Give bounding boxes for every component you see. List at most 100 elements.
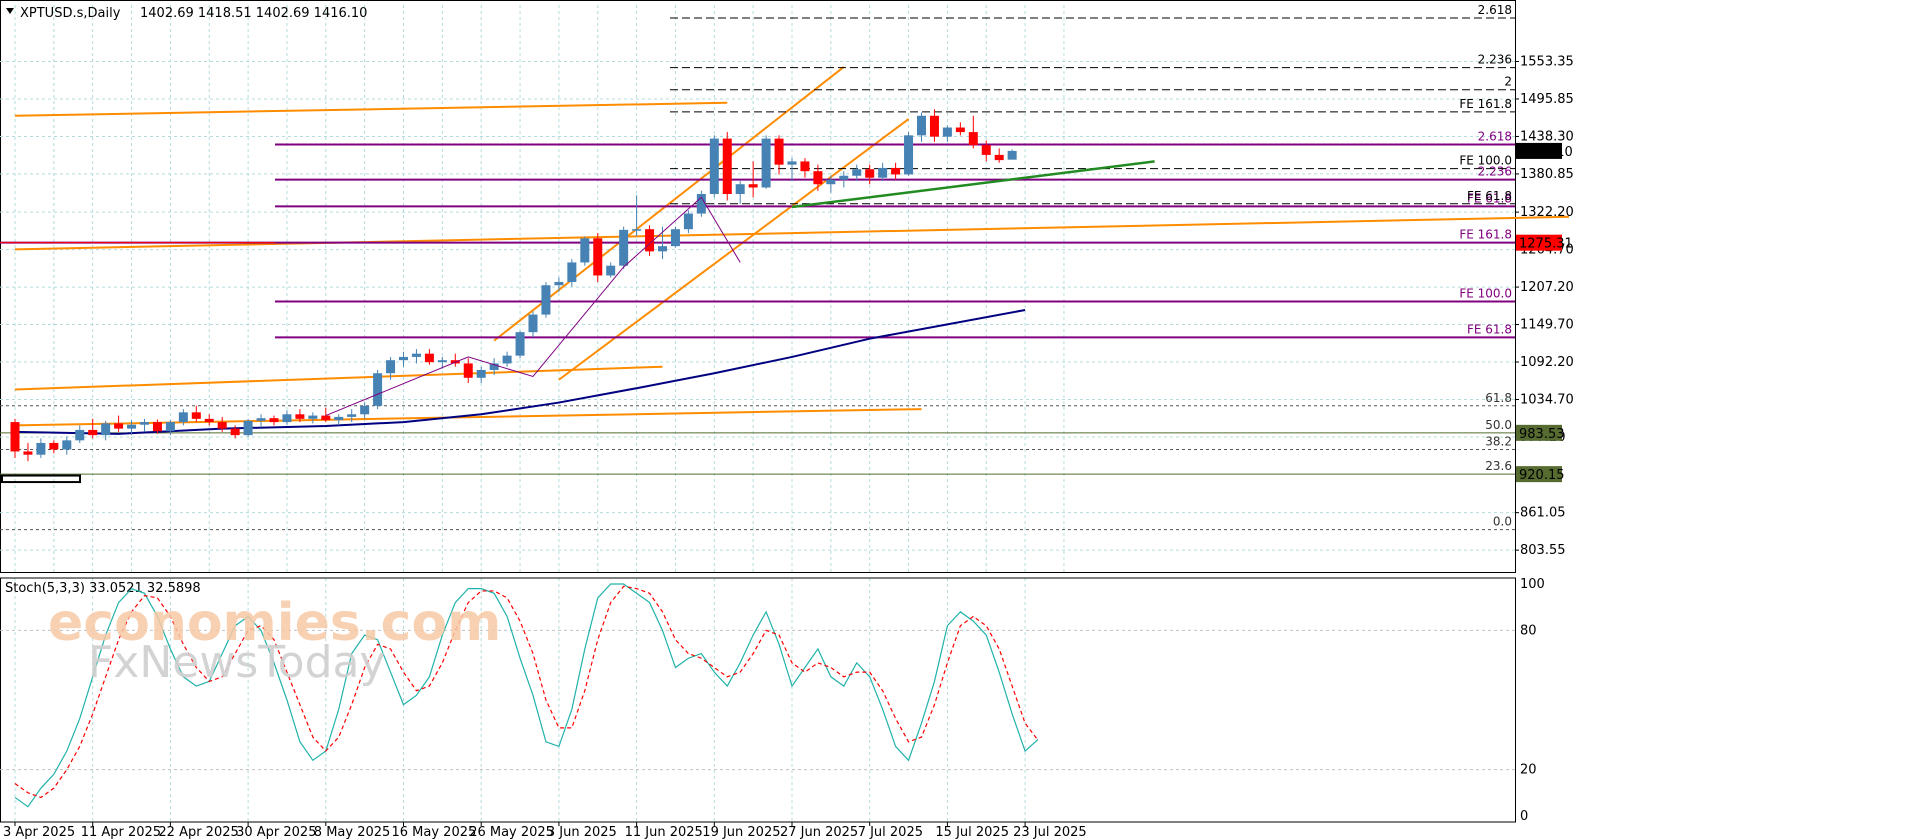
candle-body [658,246,667,252]
channel-line [493,66,845,342]
x-tick-label: 3 Jun 2025 [547,825,617,840]
fib-label: FE 161.8 [1459,228,1512,242]
candle-body [528,314,538,333]
stoch-signal-line [14,585,1039,799]
candle-body [813,171,823,185]
candle-body [256,418,266,421]
candle-body [217,422,227,429]
channel-line [14,408,922,427]
candle-body [152,422,162,432]
candle-body [929,115,939,137]
candle-body [774,138,784,165]
candle-body [917,115,926,136]
x-tick-label: 19 Jun 2025 [702,825,780,840]
fib-label: 23.6 [1485,459,1512,473]
candle-body [101,423,111,436]
candle-body [981,145,991,155]
candle-body [360,405,370,415]
candle-body [696,194,706,214]
stoch-level-label: 80 [1520,623,1537,638]
candle-body [748,184,758,188]
price-label-bg [1516,424,1562,441]
zigzag-line [325,196,741,417]
candle-body [554,281,564,286]
candle-body [735,184,745,194]
candle-body [36,442,46,455]
channel-line [14,215,1570,251]
candle-body [282,414,292,423]
candle-body [839,175,849,180]
stoch-border [0,577,1516,823]
header-ohlc: 1402.69 1418.51 1402.69 1416.10 [140,6,367,21]
x-tick-label: 30 Apr 2025 [236,825,316,840]
candle-body [399,356,408,361]
candle-body [334,416,344,421]
fib-label: 0.0 [1493,515,1512,529]
axes: 1553.351495.851438.301380.851322.201264.… [3,54,1574,840]
y-tick-label: 1553.35 [1520,54,1574,69]
candle-body [852,169,862,176]
candle-body [62,440,72,450]
x-tick-label: 22 Apr 2025 [158,825,238,840]
y-tick-label: 803.55 [1520,543,1566,558]
fib-label: 61.8 [1485,391,1512,405]
watermark-economies: economies.com [48,593,501,653]
candle-body [114,423,124,429]
price-label-bg [1516,142,1562,159]
stoch-level-label: 100 [1520,577,1545,592]
fe-top-label: 2.236 [1478,53,1512,67]
watermark-fxnewstoday: FxNewsToday [88,637,386,688]
candle-body [968,132,978,146]
fe-top-label: 2 [1504,75,1512,89]
candle-body [826,179,836,185]
header-dropdown-icon[interactable] [6,8,14,14]
fe-top-label: FE 100.0 [1459,154,1512,168]
fib-label: 2.618 [1478,129,1512,143]
x-tick-label: 27 Jun 2025 [780,825,858,840]
stoch-title: Stoch(5,3,3) 33.0521 32.5898 [5,581,201,596]
candle-body [606,265,616,276]
price-label: 983.53 [1519,427,1565,442]
fib-label: FE 61.8 [1467,322,1512,336]
stoch-level-label: 20 [1520,763,1537,778]
candle-body [761,138,771,188]
x-tick-label: 3 Apr 2025 [3,825,75,840]
y-tick-label: 1495.85 [1520,92,1574,107]
candle-body [269,418,279,423]
candle-body [489,363,499,370]
stochastic-panel: 100 80 20 0 Stoch(5,3,3) 33.0521 32.5898 [0,577,1545,824]
candle-body [955,127,965,133]
candle-body [942,127,952,137]
support-trendline [791,160,1155,209]
candle-body [437,360,447,363]
candle-body [994,154,1004,161]
candle-body [88,429,98,436]
chart-grid [0,0,1516,822]
candle-body [709,138,719,194]
candle-body [204,418,214,423]
fe-top-label: 2.618 [1478,3,1512,17]
fe-top-label: FE 161.8 [1459,97,1512,111]
candle-body [567,262,577,282]
x-tick-label: 16 May 2025 [392,825,477,840]
candle-body [295,414,305,419]
fe-top-label: FE 61.8 [1467,189,1512,203]
channel-line [14,365,663,391]
candle-body [1007,150,1017,160]
x-tick-label: 26 May 2025 [469,825,554,840]
candle-body [476,369,486,378]
y-tick-label: 1207.20 [1520,280,1574,295]
channel-line [14,101,728,117]
candle-body [878,167,888,178]
chart-overlays: 2.618 2.236 FE 61.8 FE 161.8 FE 100.0 FE 61.8… [0,3,1570,531]
y-tick-label: 1380.85 [1520,167,1574,182]
candle-body [386,360,396,374]
marker-box [1,474,81,484]
candle-body [515,332,525,356]
candle-body [502,355,512,364]
header-symbol: XPTUSD.s,Daily [20,6,121,21]
candle-body [178,412,188,423]
candle-body [411,353,421,357]
x-tick-label: 8 May 2025 [314,825,391,840]
candle-body [593,238,603,276]
